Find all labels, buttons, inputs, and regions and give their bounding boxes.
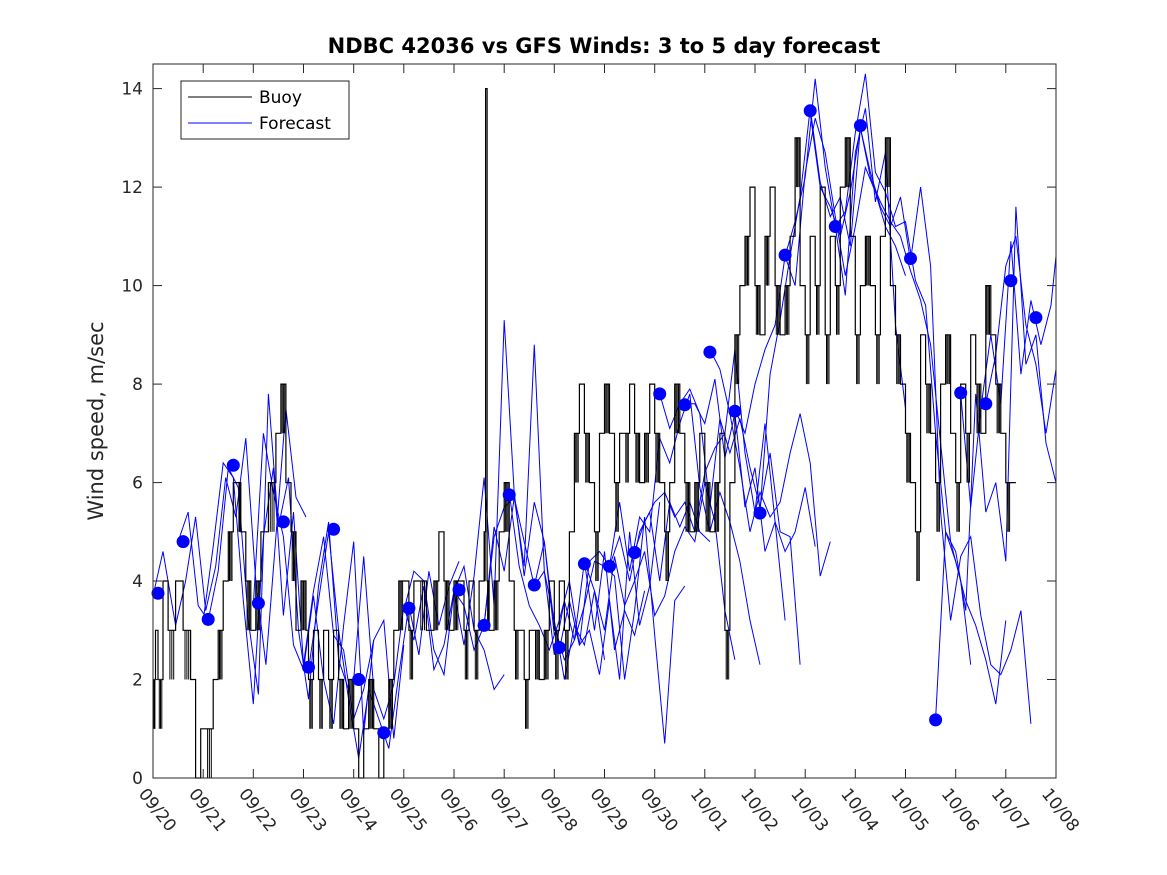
- forecast-line-8: [453, 344, 605, 680]
- y-tick-label: 8: [132, 375, 143, 395]
- forecast-marker: [377, 726, 391, 740]
- forecast-marker: [201, 612, 215, 626]
- forecast-marker: [251, 596, 265, 610]
- forecast-marker: [552, 641, 566, 654]
- forecast-line-4: [252, 433, 405, 739]
- y-tick-label: 6: [132, 474, 143, 494]
- y-tick-label: 2: [132, 671, 143, 691]
- chart-title: NDBC 42036 vs GFS Winds: 3 to 5 day fore…: [328, 34, 881, 58]
- buoy-line: [153, 88, 1016, 779]
- legend: Buoy Forecast: [180, 80, 350, 140]
- forecast-marker: [853, 119, 867, 133]
- forecast-marker: [929, 713, 943, 727]
- forecast-line-3: [202, 461, 375, 720]
- forecast-marker: [628, 546, 642, 559]
- forecast-marker: [678, 398, 692, 412]
- buoy-series: [153, 88, 1016, 779]
- forecast-marker: [753, 506, 767, 520]
- forecast-marker: [226, 458, 240, 472]
- forecast-marker: [176, 535, 190, 549]
- forecast-line-7: [403, 320, 555, 677]
- forecast-marker: [402, 601, 416, 615]
- forecast-marker: [778, 248, 792, 262]
- forecast-series: [152, 73, 1057, 759]
- y-tick-label: 4: [132, 572, 143, 592]
- legend-forecast-label: Forecast: [259, 114, 331, 134]
- forecast-marker: [302, 660, 315, 674]
- forecast-marker: [603, 559, 616, 573]
- y-axis-label: Wind speed, m/sec: [84, 321, 108, 520]
- forecast-line-24: [910, 187, 1032, 724]
- forecast-markers: [151, 104, 1043, 740]
- forecast-marker: [452, 583, 466, 597]
- forecast-marker: [653, 387, 667, 401]
- forecast-line-10: [508, 492, 661, 680]
- forecast-marker: [276, 515, 290, 529]
- forecast-marker: [1004, 274, 1018, 288]
- y-tick-label: 12: [121, 178, 143, 198]
- y-tick-label: 0: [132, 769, 143, 789]
- forecast-marker: [151, 586, 165, 600]
- forecast-marker: [327, 522, 341, 536]
- forecast-marker: [352, 673, 366, 686]
- legend-box: [180, 80, 350, 140]
- forecast-marker: [577, 557, 591, 571]
- forecast-line-27: [985, 236, 1057, 434]
- y-tick-label: 10: [121, 277, 143, 297]
- forecast-marker: [703, 345, 717, 359]
- forecast-marker: [828, 220, 842, 233]
- forecast-marker: [904, 252, 917, 265]
- forecast-line-25: [935, 206, 1057, 719]
- forecast-line-23: [834, 73, 1007, 705]
- legend-buoy-label: Buoy: [259, 88, 302, 108]
- forecast-marker: [728, 404, 742, 418]
- forecast-line-6: [353, 556, 505, 721]
- y-tick-label: 14: [121, 80, 143, 100]
- forecast-line-15: [634, 349, 786, 621]
- forecast-line-1: [152, 408, 307, 665]
- forecast-line-26: [960, 241, 1057, 508]
- forecast-marker: [1029, 311, 1043, 325]
- forecast-marker: [527, 578, 541, 592]
- forecast-marker: [979, 397, 993, 411]
- forecast-marker: [477, 618, 491, 632]
- forecast-marker: [502, 488, 516, 502]
- forecast-marker: [803, 104, 817, 118]
- forecast-line-19: [734, 118, 906, 436]
- forecast-line-17: [684, 378, 816, 553]
- forecast-marker: [954, 386, 968, 400]
